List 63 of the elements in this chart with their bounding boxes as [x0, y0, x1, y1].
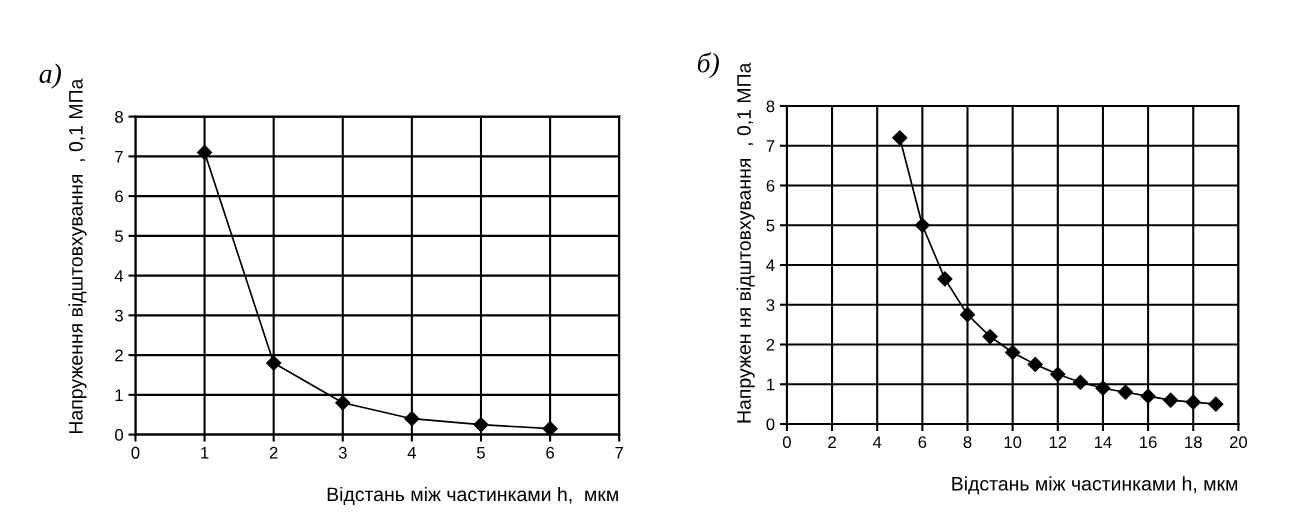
- y-tick-label: 1: [767, 378, 775, 391]
- point: [914, 217, 930, 233]
- chart-title: б): [697, 52, 719, 79]
- y-tick-label: 2: [115, 349, 123, 362]
- x-tick-label: 6: [546, 446, 554, 459]
- y-tick-label: 8: [766, 100, 775, 113]
- x-tick-label: 18: [1185, 436, 1202, 449]
- point: [196, 144, 213, 160]
- point: [473, 417, 489, 433]
- point: [1163, 392, 1179, 408]
- y-axis-title: Напруження відштовхування , 0,1 МПа: [68, 78, 87, 433]
- y-tick-label: 4: [114, 270, 124, 282]
- point: [1072, 374, 1088, 390]
- y-tick-label: 0: [766, 418, 775, 431]
- x-tick-label: 20: [1229, 436, 1248, 449]
- y-tick-label: 8: [115, 111, 123, 123]
- x-tick-label: 10: [1004, 436, 1022, 449]
- x-tick-label: 12: [1049, 436, 1067, 448]
- point: [1027, 356, 1043, 372]
- point: [1005, 344, 1021, 361]
- point: [542, 421, 558, 435]
- x-tick-label: 8: [963, 436, 972, 449]
- x-tick-label: 7: [615, 447, 623, 459]
- point: [982, 328, 998, 345]
- y-tick-label: 5: [766, 219, 775, 232]
- point: [1117, 384, 1134, 400]
- point: [1208, 396, 1224, 412]
- point: [937, 271, 953, 287]
- x-tick-label: 2: [828, 436, 836, 448]
- y-tick-label: 4: [766, 259, 775, 272]
- point: [892, 130, 908, 146]
- x-tick-label: 14: [1094, 436, 1112, 448]
- x-tick-label: 5: [477, 447, 485, 459]
- y-tick-label: 3: [766, 299, 775, 311]
- x-tick-label: 4: [872, 436, 882, 448]
- x-tick-label: 3: [338, 446, 347, 459]
- point: [266, 355, 282, 371]
- point: [1140, 388, 1156, 404]
- x-tick-label: 4: [407, 447, 417, 459]
- point: [1185, 394, 1201, 410]
- x-axis-title: Відстань між частинками h, мкм: [952, 476, 1238, 495]
- y-axis-title: Напружен ня відштовхування , 0,1 МПа: [736, 62, 755, 423]
- y-tick-label: 3: [115, 309, 123, 322]
- x-tick-label: 6: [918, 436, 927, 449]
- y-tick-label: 7: [766, 140, 775, 152]
- x-tick-label: 2: [269, 446, 278, 459]
- y-tick-label: 6: [766, 179, 775, 192]
- chart-title: а): [39, 63, 61, 89]
- x-tick-label: 0: [131, 446, 140, 459]
- y-tick-label: 1: [115, 389, 123, 401]
- point: [335, 395, 351, 411]
- y-tick-label: 6: [115, 190, 123, 203]
- x-axis-title: Відстань між частинками h, мкм: [327, 486, 618, 505]
- point: [1050, 366, 1066, 382]
- y-tick-label: 7: [115, 150, 123, 163]
- x-tick-label: 0: [782, 436, 791, 449]
- point: [1095, 380, 1111, 396]
- y-tick-label: 2: [766, 338, 775, 351]
- point: [959, 307, 976, 323]
- point: [404, 411, 420, 427]
- x-tick-label: 1: [201, 447, 209, 459]
- y-tick-label: 5: [115, 230, 123, 243]
- x-tick-label: 16: [1140, 436, 1157, 449]
